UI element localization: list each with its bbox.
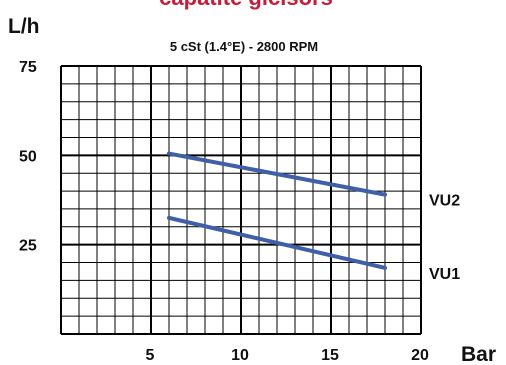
chart-subtitle: 5 cSt (1.4°E) - 2800 RPM <box>170 39 318 54</box>
y-axis-label: L/h <box>8 15 40 38</box>
series-label-vu2: VU2 <box>429 193 460 210</box>
x-tick-label: 15 <box>321 347 339 364</box>
series-label-vu1: VU1 <box>429 266 460 283</box>
chart-title: capatite giclsors <box>159 0 333 10</box>
x-tick-label: 5 <box>146 347 155 364</box>
x-tick-label: 20 <box>411 347 429 364</box>
series-line-vu2 <box>167 151 387 197</box>
x-tick-label: 10 <box>231 347 249 364</box>
y-tick-label: 25 <box>19 238 37 255</box>
series-lines: VU2 VU1 <box>167 151 460 283</box>
series-line-vu1 <box>167 215 387 270</box>
y-tick-label: 50 <box>19 148 37 165</box>
y-tick-label: 75 <box>19 59 37 76</box>
tick-labels: 5 10 15 20 25 50 75 <box>19 59 429 364</box>
grid <box>60 65 422 335</box>
x-axis-label: Bar <box>461 343 496 365</box>
